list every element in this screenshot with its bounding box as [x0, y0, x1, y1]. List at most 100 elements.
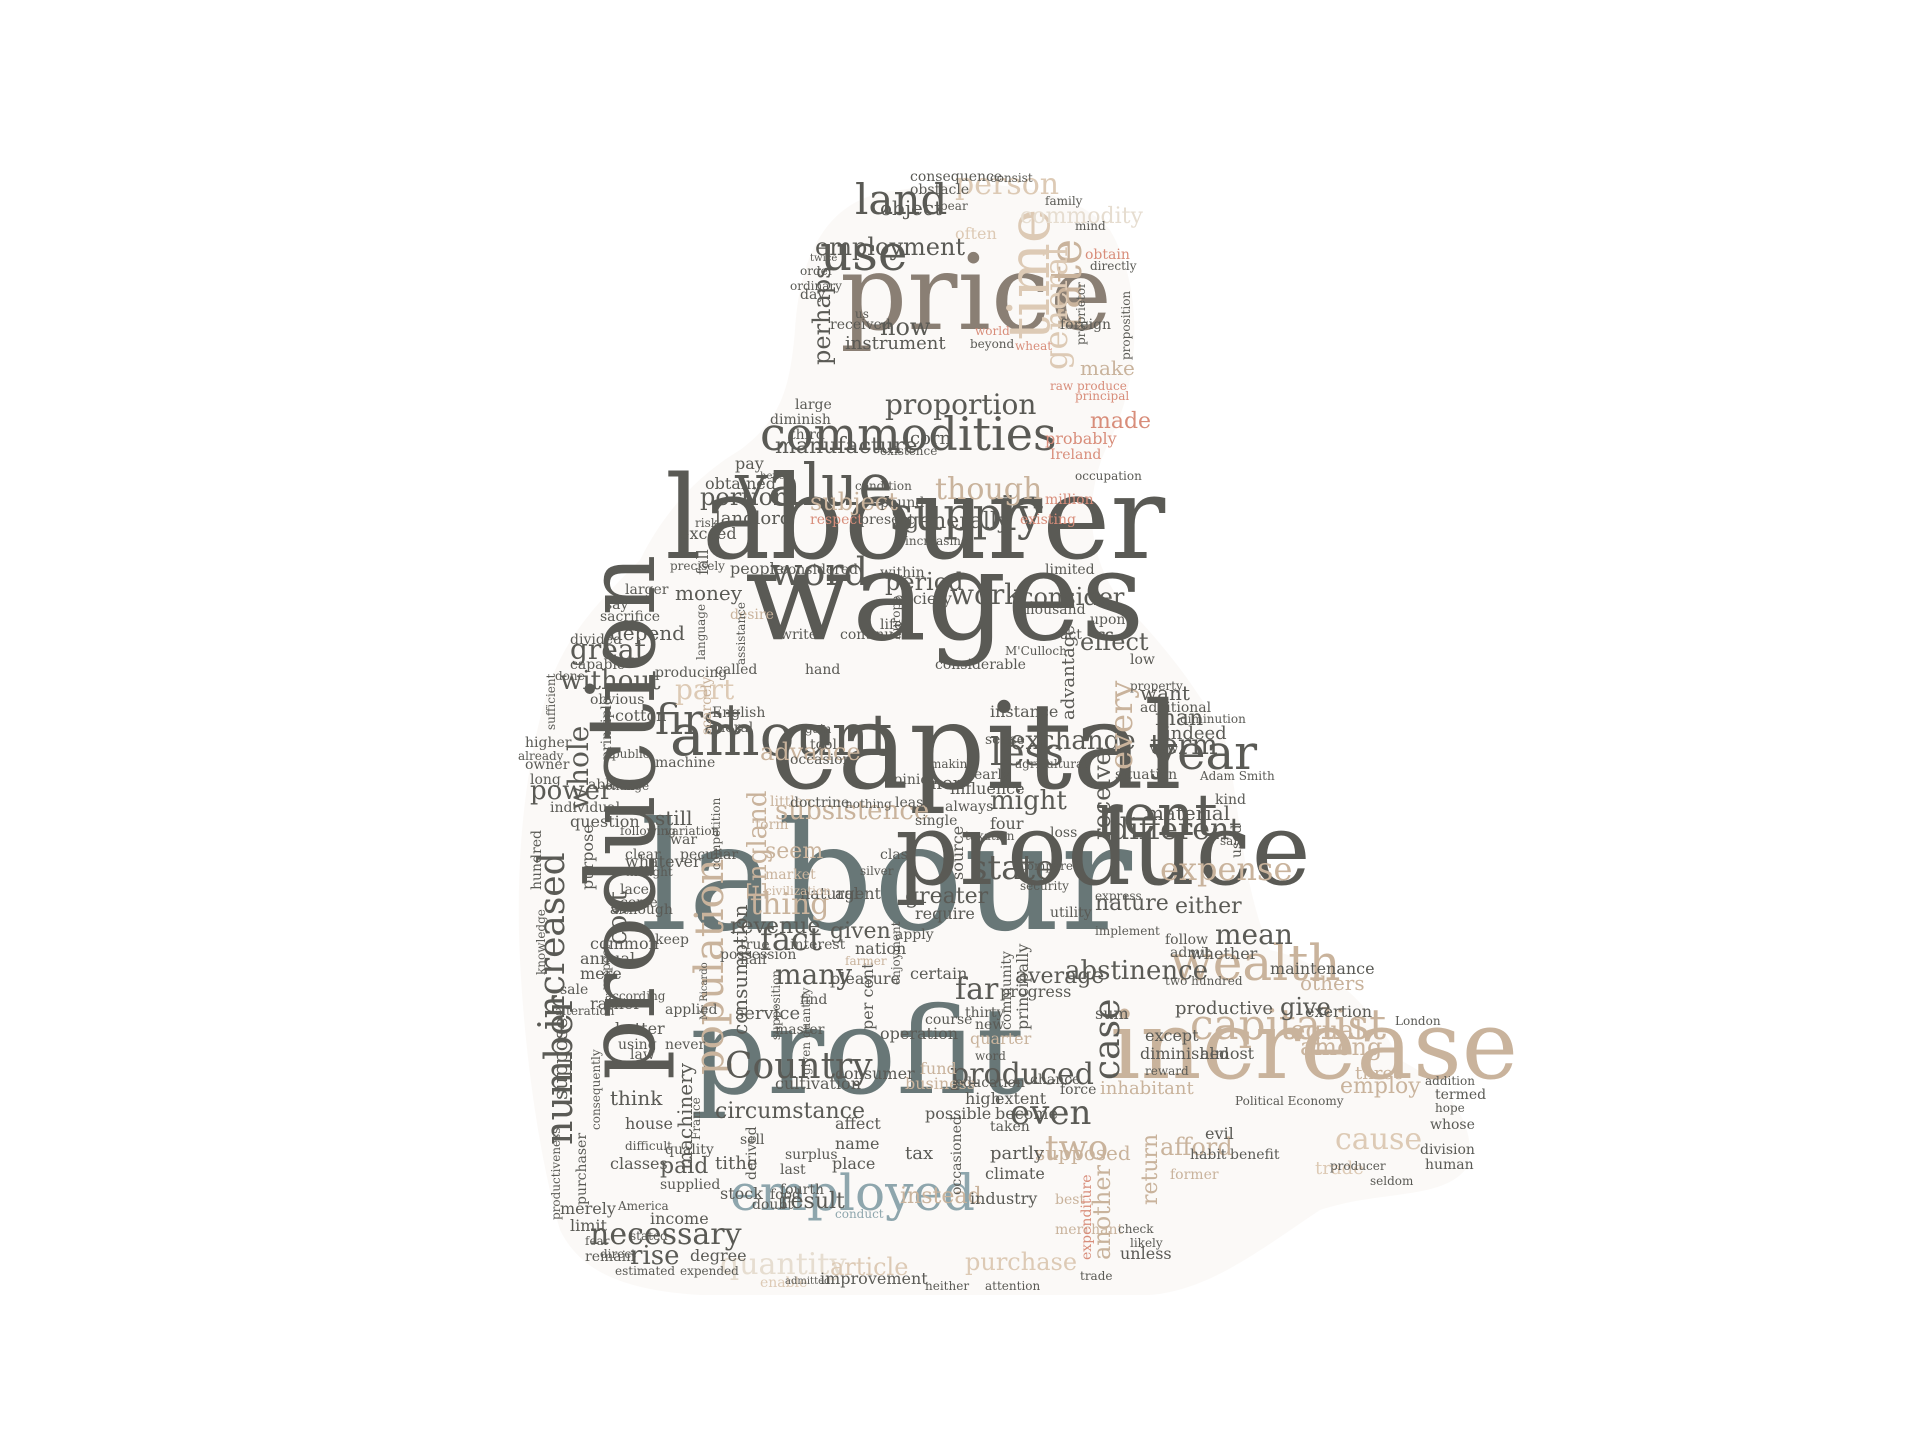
cloud-word: abstinence	[1065, 955, 1209, 986]
cloud-word: lace	[620, 882, 649, 899]
cloud-word: raw produce	[1050, 378, 1127, 393]
cloud-word: change	[605, 778, 650, 793]
cloud-word: master	[775, 1022, 825, 1039]
cloud-word: agricultural	[1015, 756, 1087, 771]
cloud-word: language	[694, 603, 708, 660]
cloud-word: sale	[560, 982, 589, 999]
cloud-word: amount	[670, 700, 893, 769]
cloud-word: annual	[580, 949, 636, 969]
cloud-word: indeed	[1165, 722, 1227, 744]
cloud-word: peculiar	[680, 847, 739, 864]
cloud-word: now	[880, 312, 931, 341]
cloud-word: desire	[730, 607, 774, 624]
cloud-word: division	[1420, 1142, 1475, 1159]
cloud-word: hence	[760, 470, 791, 482]
cloud-word: producer	[1330, 1158, 1386, 1173]
cloud-word: equal	[1290, 1015, 1363, 1046]
cloud-word: million	[1045, 492, 1094, 509]
cloud-word: effect	[1080, 627, 1149, 656]
cloud-word: applied	[665, 1002, 718, 1019]
cloud-word: day	[800, 287, 826, 304]
cloud-word: writer	[780, 627, 824, 644]
cloud-word: capable	[570, 657, 626, 674]
cloud-word: act	[1060, 627, 1082, 644]
cloud-word: limited	[1045, 562, 1095, 579]
cloud-word: derived	[744, 1126, 760, 1180]
cloud-word: partly	[990, 1142, 1045, 1164]
cloud-word: apply	[895, 927, 934, 944]
cloud-word: variation	[665, 823, 720, 838]
cloud-word: mere	[580, 964, 622, 984]
cloud-word: best	[1055, 1192, 1086, 1209]
cloud-word: attention	[985, 1278, 1041, 1293]
cloud-word: probably	[1045, 429, 1117, 449]
cloud-word: still	[655, 806, 693, 830]
cloud-word: tool	[810, 737, 837, 754]
cloud-word: want	[1140, 681, 1190, 705]
cloud-word: continue	[840, 627, 902, 644]
cloud-word: occasion	[790, 752, 852, 769]
cloud-word: object	[880, 196, 943, 220]
cloud-word: property	[1130, 678, 1183, 693]
cloud-word: almost	[1200, 1044, 1255, 1064]
cloud-word: producing	[655, 665, 728, 682]
cloud-word: circumstance	[715, 1099, 865, 1125]
cloud-word: beyond	[970, 336, 1015, 351]
cloud-word: money	[675, 581, 743, 605]
cloud-word: used	[1229, 824, 1245, 858]
cloud-word: world	[975, 323, 1010, 338]
cloud-word: service	[735, 1002, 801, 1024]
cloud-word: material	[1145, 801, 1231, 825]
cloud-word: employment	[815, 232, 966, 261]
cloud-word: suppose	[548, 1017, 572, 1100]
cloud-word: conduct	[835, 1206, 884, 1221]
cloud-word: knowledge	[534, 909, 548, 975]
cloud-word: income	[650, 1209, 709, 1229]
cloud-word: France	[689, 1097, 703, 1140]
cloud-word: gain	[805, 721, 832, 736]
cloud-word: instance	[990, 702, 1059, 722]
cloud-word: person	[955, 166, 1060, 202]
cloud-word: likely	[1130, 1235, 1163, 1250]
cloud-word: obvious	[590, 692, 645, 709]
cloud-word: least	[895, 795, 929, 812]
cloud-word: give	[1280, 992, 1331, 1021]
cloud-word: follow	[1165, 932, 1208, 949]
cloud-word: capital	[770, 678, 1183, 817]
cloud-word: merely	[560, 1199, 616, 1219]
cloud-word: degree	[690, 1246, 747, 1266]
cloud-word: fourth	[780, 1182, 824, 1199]
cloud-word: hand	[805, 662, 841, 679]
cloud-word: little	[770, 794, 803, 811]
cloud-word: addition	[1425, 1073, 1475, 1088]
cloud-word: habit	[1190, 1147, 1227, 1164]
cloud-word: receive	[1088, 751, 1116, 840]
cloud-word: true	[740, 937, 770, 954]
cloud-word: chance	[1030, 1072, 1081, 1089]
cloud-word: difficult	[625, 1138, 672, 1153]
cloud-word: respect	[810, 512, 863, 529]
cloud-word: climate	[985, 1164, 1045, 1184]
cloud-word: supply	[890, 486, 1043, 541]
cloud-word: rise	[630, 1240, 680, 1271]
cloud-word: condition	[855, 478, 912, 493]
cloud-word: rent	[1095, 780, 1218, 849]
cloud-word: opinion	[885, 772, 938, 789]
cloud-word: consequently	[589, 1049, 603, 1130]
cloud-word: exertion	[1305, 1002, 1373, 1022]
cloud-word: advantage	[1058, 625, 1079, 720]
cloud-word: sacrifice	[600, 609, 661, 626]
cloud-word: existing	[1020, 512, 1076, 529]
cloud-word: article	[830, 1252, 909, 1281]
cloud-word: according	[605, 988, 666, 1003]
cloud-word: paid	[660, 1154, 709, 1180]
cloud-word: exceed	[680, 524, 737, 544]
cloud-word: profit	[690, 983, 1025, 1122]
cloud-word: Political Economy	[1235, 1093, 1344, 1108]
cloud-word: inhabitant	[1100, 1077, 1194, 1099]
cloud-word: human	[1425, 1157, 1474, 1174]
cloud-word: work	[950, 578, 1022, 612]
cloud-word: men	[925, 772, 965, 794]
cloud-word: express	[1095, 888, 1142, 903]
